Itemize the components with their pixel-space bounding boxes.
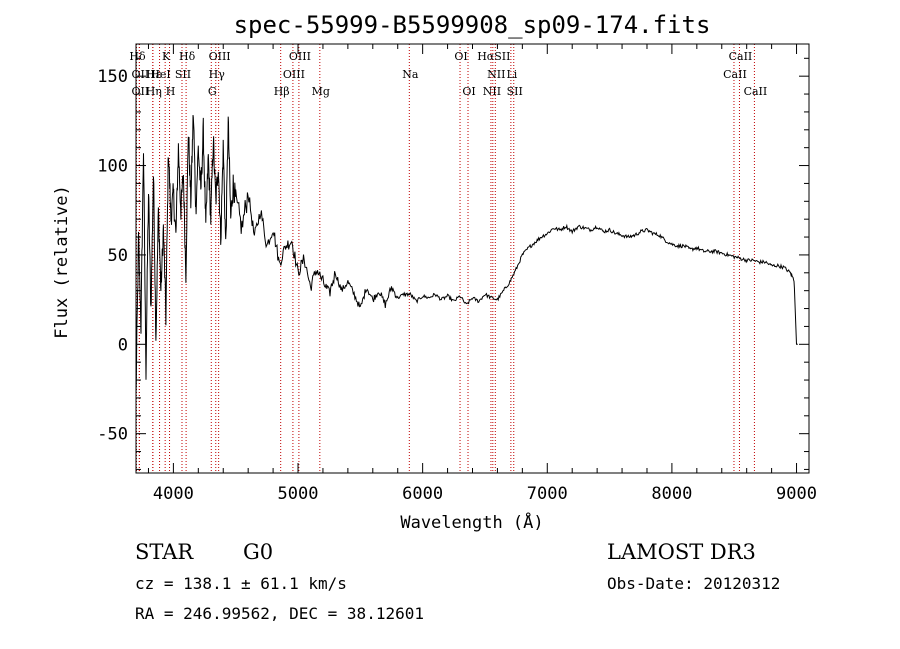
line-label-bottom-2: H (166, 85, 176, 98)
y-axis-ticks: -50 0 50 100 150 (97, 57, 809, 470)
line-label-top-3: OIII (209, 50, 231, 63)
x-tick-label: 4000 (153, 484, 194, 504)
redshift-velocity: cz = 138.1 ± 61.1 km/s (135, 574, 347, 593)
x-tick-label: 8000 (651, 484, 692, 504)
line-label-top-6: HαSII (477, 50, 510, 63)
x-tick-label: 7000 (527, 484, 568, 504)
line-label-middle-7: NII (487, 68, 505, 81)
y-tick-label: 0 (118, 335, 128, 355)
line-label-middle-9: CaII (723, 68, 747, 81)
line-label-bottom-6: OI (462, 85, 475, 98)
line-label-top-0: Hδ (129, 50, 146, 63)
line-label-bottom-9: CaII (744, 85, 768, 98)
observation-date: Obs-Date: 20120312 (607, 574, 780, 593)
line-label-top-1: K (162, 50, 171, 63)
object-subclass: G0 (243, 540, 273, 564)
x-tick-label: 9000 (776, 484, 817, 504)
line-label-middle-1: Hε (146, 68, 162, 81)
line-label-bottom-8: SII (507, 85, 523, 98)
x-axis-label: Wavelength (Å) (400, 511, 543, 533)
line-label-bottom-7: NII (483, 85, 501, 98)
line-label-bottom-1: Hη (146, 85, 162, 98)
flux-curve (135, 115, 798, 395)
line-label-middle-3: SII (175, 68, 191, 81)
line-label-bottom-4: Hβ (274, 85, 290, 98)
ra-dec-coordinates: RA = 246.99562, DEC = 38.12601 (135, 604, 424, 623)
flux-series-line (135, 115, 798, 395)
y-tick-label: 50 (108, 246, 128, 266)
line-label-top-5: OI (454, 50, 467, 63)
line-label-middle-5: OIII (283, 68, 305, 81)
survey-name: LAMOST DR3 (607, 540, 756, 564)
line-label-middle-8: Li (506, 68, 517, 81)
y-axis-label: Flux (relative) (52, 185, 72, 339)
object-class: STAR (135, 540, 194, 564)
line-label-bottom-3: G (208, 85, 217, 98)
line-label-middle-4: Hγ (209, 68, 226, 81)
line-label-top-4: OIII (289, 50, 311, 63)
line-label-middle-6: Na (402, 68, 419, 81)
line-label-bottom-5: Mg (312, 85, 330, 98)
line-label-top-7: CaII (729, 50, 753, 63)
line-label-top-2: Hδ (179, 50, 196, 63)
chart-title: spec-55999-B5599908_sp09-174.fits (234, 11, 711, 39)
x-tick-label: 6000 (402, 484, 443, 504)
x-axis-ticks: 4000 5000 6000 7000 8000 9000 (147, 44, 817, 504)
y-tick-label: 150 (97, 67, 128, 87)
x-tick-label: 5000 (278, 484, 319, 504)
line-label-middle-2: HeI (150, 68, 170, 81)
line-markers (135, 44, 755, 473)
y-tick-label: -50 (97, 425, 128, 445)
plot-frame (135, 43, 810, 474)
y-tick-label: 100 (97, 157, 128, 177)
